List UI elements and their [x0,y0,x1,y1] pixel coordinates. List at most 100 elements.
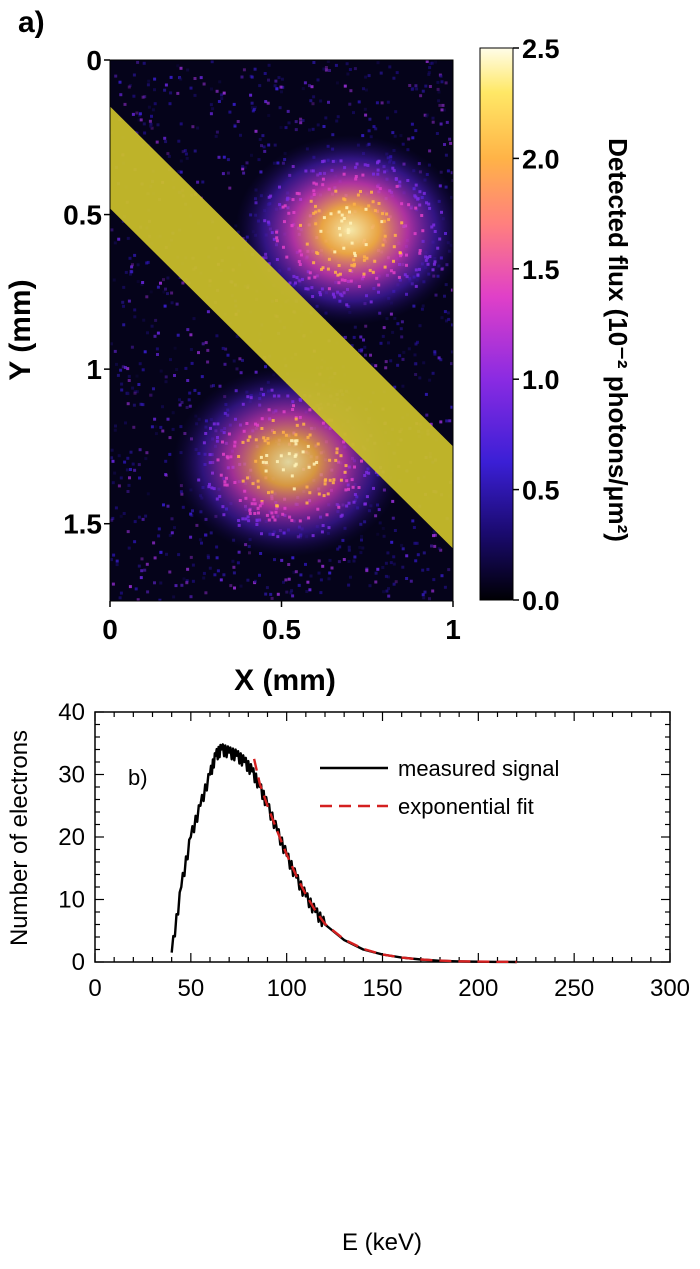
noise-pixel [402,350,406,354]
noise-pixel [327,100,330,104]
noise-pixel [450,405,453,409]
noise-pixel [178,398,181,402]
hotspot-pixel [254,422,257,426]
hotspot-pixel [263,439,267,443]
hotspot-pixel [293,439,297,443]
noise-pixel [127,379,131,382]
hotspot-pixel [376,161,379,165]
noise-pixel [180,400,184,404]
noise-pixel [137,564,141,568]
noise-pixel [165,552,168,556]
noise-pixel [441,103,445,107]
noise-pixel [305,590,309,593]
noise-pixel [176,64,180,68]
noise-pixel [291,556,295,560]
hotspot-pixel [399,254,403,258]
hotspot-pixel [335,447,339,451]
noise-pixel [113,428,117,432]
noise-pixel [126,490,130,493]
noise-pixel [169,358,172,362]
hotspot-pixel [253,512,257,515]
hotspot-pixel [307,276,311,280]
hotspot-pixel [208,461,212,465]
hotspot-pixel [405,263,408,267]
noise-pixel [376,567,380,571]
noise-pixel [241,358,244,362]
noise-pixel [215,556,219,560]
hotspot-pixel [344,488,348,492]
hotspot-pixel [219,473,223,477]
noise-pixel [173,374,176,377]
noise-pixel [170,517,174,521]
hotspot-pixel [321,524,325,527]
noise-pixel [216,569,220,573]
noise-pixel [110,448,114,452]
hotspot-pixel [241,479,245,483]
hotspot-pixel [229,455,233,459]
hotspot-pixel [221,440,224,444]
hotspot-pixel [377,290,380,294]
y-tick-label: 40 [58,699,85,726]
hotspot-pixel [250,502,254,506]
noise-pixel [262,145,266,149]
overlay-band [110,106,453,549]
noise-pixel [210,87,213,91]
noise-pixel [142,122,146,126]
noise-pixel [414,84,418,88]
hotspot-pixel [366,163,370,167]
hotspot-pixel [292,487,296,491]
hotspot-pixel [271,419,275,422]
noise-pixel [379,71,383,75]
noise-pixel [393,529,397,532]
hotspot-pixel [345,479,349,483]
hotspot-pixel [233,444,237,448]
heatmap-y-tick-label: 0 [86,45,102,76]
noise-pixel [222,91,226,95]
hotspot-pixel [207,485,211,489]
noise-pixel [427,71,431,75]
noise-pixel [138,448,142,452]
noise-pixel [236,120,240,123]
noise-pixel [421,568,425,572]
noise-pixel [266,101,270,105]
noise-pixel [384,561,388,565]
noise-pixel [290,589,294,593]
noise-pixel [212,384,215,388]
noise-pixel [111,459,115,463]
hotspot-pixel [294,417,298,421]
noise-pixel [128,476,131,480]
noise-pixel [164,140,168,144]
noise-pixel [428,378,432,382]
hotspot-pixel [362,274,366,278]
hotspot-pixel [361,173,365,177]
hotspot-pixel [216,422,220,426]
noise-pixel [153,417,157,421]
hotspot-pixel [327,257,331,261]
noise-pixel [169,91,173,95]
noise-pixel [372,125,376,129]
noise-pixel [188,404,192,408]
hotspot-pixel [218,494,222,498]
noise-pixel [156,353,159,356]
noise-pixel [422,596,426,600]
hotspot-pixel [329,212,333,216]
noise-pixel [238,357,242,361]
noise-pixel [235,334,239,338]
noise-pixel [420,307,424,311]
hotspot-pixel [334,458,338,462]
hotspot-pixel [234,417,237,421]
noise-pixel [392,555,396,559]
hotspot-pixel [350,241,354,245]
hotspot-pixel [266,220,270,224]
noise-pixel [359,349,363,353]
hotspot-pixel [387,218,391,222]
noise-pixel [357,100,361,104]
hotspot-pixel [330,168,334,172]
noise-pixel [439,74,443,78]
hotspot-pixel [293,464,297,468]
noise-pixel [156,123,160,127]
noise-pixel [433,544,437,548]
hotspot-pixel [340,278,344,282]
hotspot-pixel [281,512,285,516]
noise-pixel [111,481,115,485]
